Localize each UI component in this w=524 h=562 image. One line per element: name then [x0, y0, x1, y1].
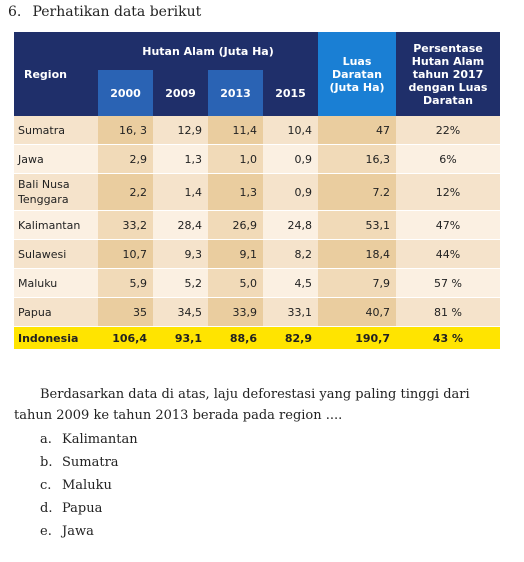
- cell-land-area: 53,1: [318, 210, 396, 240]
- cell-2009: 1,3: [153, 144, 208, 174]
- option-c[interactable]: c. Maluku: [40, 474, 138, 497]
- option-letter: c.: [40, 478, 52, 493]
- cell-region: Papua: [14, 297, 98, 327]
- cell-region: Maluku: [14, 268, 98, 298]
- cell-2015: 33,1: [263, 297, 318, 327]
- cell-percentage: 81 %: [396, 297, 500, 327]
- cell-percentage: 12%: [396, 173, 500, 211]
- cell-2009: 34,5: [153, 297, 208, 327]
- cell-2009: 5,2: [153, 268, 208, 298]
- option-letter: b.: [40, 455, 53, 470]
- header-year-2013: 2013: [208, 70, 263, 116]
- option-a[interactable]: a. Kalimantan: [40, 428, 138, 451]
- option-e[interactable]: e. Jawa: [40, 520, 138, 543]
- cell-2013: 5,0: [208, 268, 263, 298]
- cell-region: Jawa: [14, 144, 98, 174]
- cell-2015: 82,9: [263, 326, 318, 350]
- cell-2000: 5,9: [98, 268, 153, 298]
- header-forest-group: Hutan Alam (Juta Ha): [98, 32, 318, 70]
- cell-2009: 28,4: [153, 210, 208, 240]
- option-letter: a.: [40, 432, 52, 447]
- option-label: Maluku: [62, 478, 112, 493]
- table-row: Kalimantan 33,2 28,4 26,9 24,8 53,1 47%: [14, 210, 500, 240]
- question-text: Berdasarkan data di atas, laju deforesta…: [14, 384, 510, 426]
- cell-2009: 12,9: [153, 116, 208, 145]
- cell-land-area: 47: [318, 116, 396, 145]
- table-row-total: Indonesia 106,4 93,1 88,6 82,9 190,7 43 …: [14, 326, 500, 350]
- cell-region: Bali Nusa Tenggara: [14, 173, 98, 211]
- table-row: Sumatra 16, 3 12,9 11,4 10,4 47 22%: [14, 116, 500, 145]
- table-row: Papua 35 34,5 33,9 33,1 40,7 81 %: [14, 297, 500, 327]
- table-row: Bali Nusa Tenggara 2,2 1,4 1,3 0,9 7.2 1…: [14, 173, 500, 211]
- cell-2000: 35: [98, 297, 153, 327]
- cell-2000: 33,2: [98, 210, 153, 240]
- cell-2009: 93,1: [153, 326, 208, 350]
- option-label: Papua: [62, 501, 103, 516]
- cell-land-area: 7.2: [318, 173, 396, 211]
- option-label: Kalimantan: [62, 432, 138, 447]
- cell-percentage: 44%: [396, 239, 500, 269]
- cell-land-area: 16,3: [318, 144, 396, 174]
- cell-percentage: 43 %: [396, 326, 500, 350]
- deforestation-table: Region Hutan Alam (Juta Ha) Luas Daratan…: [14, 32, 500, 350]
- cell-2013: 9,1: [208, 239, 263, 269]
- option-label: Jawa: [62, 524, 94, 539]
- answer-options: a. Kalimantan b. Sumatra c. Maluku d. Papua …: [40, 428, 138, 543]
- question-heading: 6. Perhatikan data berikut: [8, 4, 201, 20]
- cell-region: Kalimantan: [14, 210, 98, 240]
- cell-2000: 2,2: [98, 173, 153, 211]
- question-number: 6.: [8, 4, 22, 20]
- cell-percentage: 6%: [396, 144, 500, 174]
- cell-2015: 0,9: [263, 144, 318, 174]
- cell-2013: 33,9: [208, 297, 263, 327]
- cell-land-area: 40,7: [318, 297, 396, 327]
- cell-2000: 10,7: [98, 239, 153, 269]
- option-letter: d.: [40, 501, 53, 516]
- cell-2013: 88,6: [208, 326, 263, 350]
- cell-region: Sulawesi: [14, 239, 98, 269]
- table-row: Sulawesi 10,7 9,3 9,1 8,2 18,4 44%: [14, 239, 500, 269]
- cell-percentage: 47%: [396, 210, 500, 240]
- header-year-2015: 2015: [263, 70, 318, 116]
- cell-region: Indonesia: [14, 326, 98, 350]
- cell-2015: 24,8: [263, 210, 318, 240]
- cell-2015: 10,4: [263, 116, 318, 145]
- cell-2000: 16, 3: [98, 116, 153, 145]
- cell-percentage: 22%: [396, 116, 500, 145]
- cell-region: Sumatra: [14, 116, 98, 145]
- option-letter: e.: [40, 524, 52, 539]
- header-percentage: Persentase Hutan Alam tahun 2017 dengan …: [396, 32, 500, 116]
- cell-2013: 1,3: [208, 173, 263, 211]
- header-land-area: Luas Daratan (Juta Ha): [318, 32, 396, 116]
- cell-percentage: 57 %: [396, 268, 500, 298]
- cell-land-area: 7,9: [318, 268, 396, 298]
- cell-2015: 0,9: [263, 173, 318, 211]
- cell-2013: 1,0: [208, 144, 263, 174]
- cell-land-area: 190,7: [318, 326, 396, 350]
- cell-2013: 26,9: [208, 210, 263, 240]
- header-region: Region: [14, 32, 98, 116]
- header-year-2000: 2000: [98, 70, 153, 116]
- question-text-body: Berdasarkan data di atas, laju deforesta…: [14, 387, 470, 423]
- question-heading-text: Perhatikan data berikut: [32, 4, 202, 20]
- cell-2000: 106,4: [98, 326, 153, 350]
- option-label: Sumatra: [62, 455, 119, 470]
- cell-2013: 11,4: [208, 116, 263, 145]
- option-b[interactable]: b. Sumatra: [40, 451, 138, 474]
- cell-2015: 8,2: [263, 239, 318, 269]
- header-year-2009: 2009: [153, 70, 208, 116]
- option-d[interactable]: d. Papua: [40, 497, 138, 520]
- cell-land-area: 18,4: [318, 239, 396, 269]
- cell-2015: 4,5: [263, 268, 318, 298]
- cell-2009: 1,4: [153, 173, 208, 211]
- cell-2000: 2,9: [98, 144, 153, 174]
- cell-2009: 9,3: [153, 239, 208, 269]
- table-row: Maluku 5,9 5,2 5,0 4,5 7,9 57 %: [14, 268, 500, 298]
- table-row: Jawa 2,9 1,3 1,0 0,9 16,3 6%: [14, 144, 500, 174]
- data-table-container: Region Hutan Alam (Juta Ha) Luas Daratan…: [14, 32, 500, 350]
